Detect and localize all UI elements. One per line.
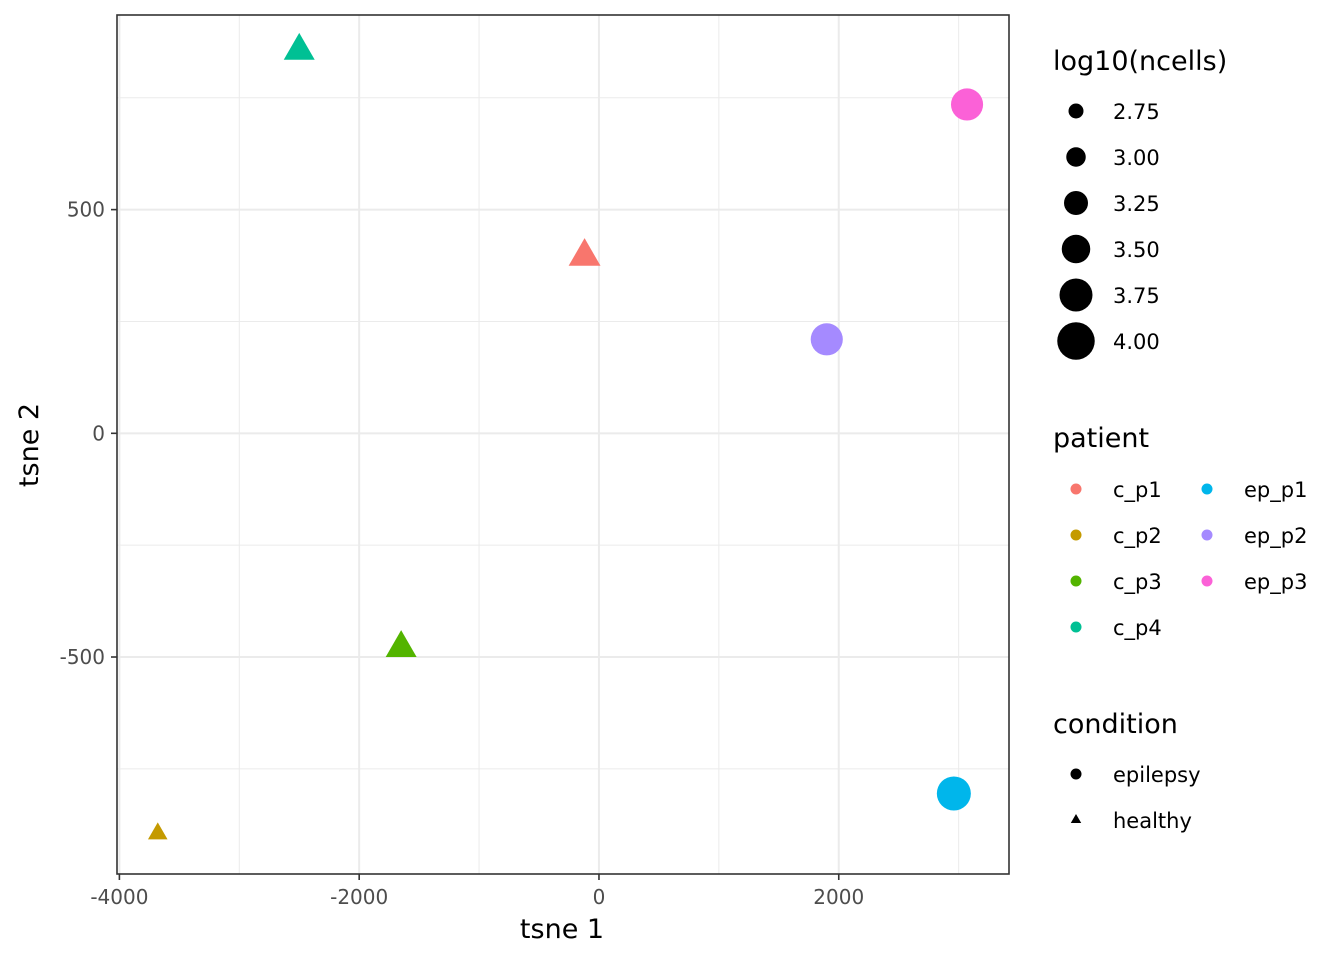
grid-lines (117, 15, 1009, 874)
legend-label-size: 3.75 (1113, 284, 1160, 308)
y-tick-label: 0 (92, 421, 105, 445)
point-ep_p3 (950, 88, 984, 121)
legend-label-patient: c_p4 (1113, 616, 1162, 641)
legend-key-patient (1201, 483, 1213, 495)
legend-label-size: 3.25 (1113, 192, 1160, 216)
legend-label-condition: healthy (1113, 809, 1192, 833)
legend-key-size (1066, 147, 1086, 167)
legend-key-size (1068, 103, 1084, 119)
legend-key-patient (1070, 575, 1082, 587)
point-c_p1 (568, 238, 601, 266)
x-tick-label: 0 (593, 885, 606, 909)
y-tick-label: 500 (67, 198, 105, 222)
legend-key-patient (1070, 529, 1082, 541)
legend-key-size (1064, 191, 1088, 215)
legend-label-patient: ep_p3 (1244, 570, 1307, 595)
legend-label-condition: epilepsy (1113, 763, 1201, 787)
axes: -4000 -2000 0 2000 -500 0 500 (60, 198, 865, 909)
legend: log10(ncells) 2.75 3.00 3.25 3.50 3.75 4.00 pat… (1053, 46, 1307, 833)
point-c_p3 (385, 630, 417, 658)
legend-label-patient: c_p2 (1113, 524, 1162, 549)
legend-key-size (1059, 278, 1093, 312)
legend-label-size: 3.00 (1113, 146, 1160, 170)
legend-key-patient (1070, 621, 1082, 633)
point-c_p4 (283, 32, 315, 60)
legend-label-size: 2.75 (1113, 100, 1160, 124)
legend-title-condition: condition (1053, 709, 1178, 740)
x-tick-label: -4000 (90, 885, 148, 909)
legend-key-patient (1070, 483, 1082, 495)
legend-label-patient: ep_p2 (1244, 524, 1307, 549)
y-tick-label: -500 (60, 645, 105, 669)
legend-label-patient: c_p3 (1113, 570, 1162, 595)
legend-title-size: log10(ncells) (1053, 46, 1227, 77)
x-tick-label: 2000 (813, 885, 864, 909)
legend-label-size: 4.00 (1113, 330, 1160, 354)
x-tick-label: -2000 (330, 885, 388, 909)
legend-label-patient: c_p1 (1113, 478, 1162, 503)
point-ep_p1 (936, 776, 971, 811)
legend-label-patient: ep_p1 (1244, 478, 1307, 503)
data-points (147, 32, 984, 840)
legend-label-size: 3.50 (1113, 238, 1160, 262)
legend-key-patient (1201, 575, 1213, 587)
x-axis-title: tsne 1 (520, 914, 604, 945)
legend-key-patient (1201, 529, 1213, 541)
y-axis-title: tsne 2 (14, 403, 45, 487)
legend-key-condition (1070, 768, 1082, 780)
legend-title-patient: patient (1053, 423, 1149, 454)
point-c_p2 (147, 822, 168, 840)
legend-key-size (1057, 322, 1095, 360)
legend-key-size (1061, 234, 1091, 264)
point-ep_p2 (810, 323, 843, 356)
legend-key-condition (1070, 813, 1082, 824)
panel-border (116, 14, 1010, 875)
